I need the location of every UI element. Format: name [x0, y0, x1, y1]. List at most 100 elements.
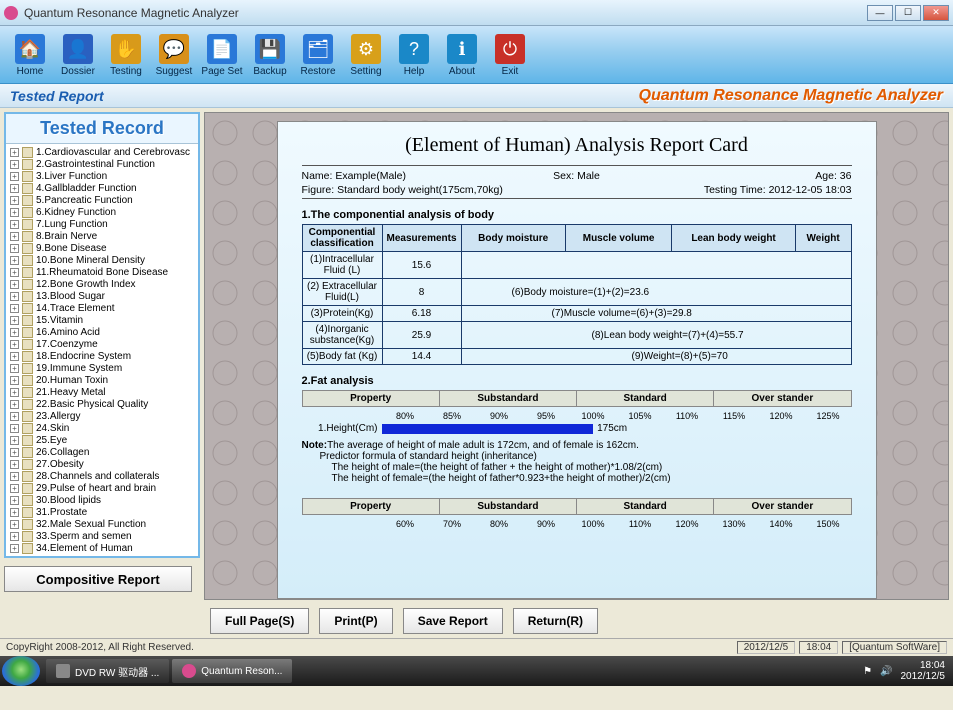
toolbar-backup-button[interactable]: 💾Backup: [246, 28, 294, 83]
toolbar-page set-button[interactable]: 📄Page Set: [198, 28, 246, 83]
file-icon: [22, 495, 33, 506]
file-icon: [22, 543, 33, 554]
restore-icon: 🗂: [303, 34, 333, 64]
expand-icon: +: [10, 232, 19, 241]
table-row: (5)Body fat (Kg)14.4(9)Weight=(8)+(5)=70: [302, 349, 851, 365]
file-icon: [22, 351, 33, 362]
expand-icon: +: [10, 256, 19, 265]
file-icon: [22, 267, 33, 278]
disc-icon: [56, 664, 70, 678]
expand-icon: +: [10, 160, 19, 169]
file-icon: [22, 363, 33, 374]
toolbar-dossier-button[interactable]: 👤Dossier: [54, 28, 102, 83]
toolbar-help-button[interactable]: ?Help: [390, 28, 438, 83]
meta-name: Name: Example(Male): [302, 170, 485, 182]
tree-item[interactable]: +31.Prostate: [10, 506, 194, 518]
suggest-icon: 💬: [159, 34, 189, 64]
file-icon: [22, 219, 33, 230]
expand-icon: +: [10, 148, 19, 157]
expand-icon: +: [10, 316, 19, 325]
tree-item[interactable]: +6.Kidney Function: [10, 206, 194, 218]
tree-item[interactable]: +17.Coenzyme: [10, 338, 194, 350]
tray-flag-icon: ⚑: [863, 666, 872, 677]
tree-item[interactable]: +26.Collagen: [10, 446, 194, 458]
expand-icon: +: [10, 520, 19, 529]
report-title: (Element of Human) Analysis Report Card: [302, 134, 852, 157]
tree-item[interactable]: +21.Heavy Metal: [10, 386, 194, 398]
toolbar-home-button[interactable]: 🏠Home: [6, 28, 54, 83]
file-icon: [22, 327, 33, 338]
return-button[interactable]: Return(R): [513, 608, 598, 634]
tree-item[interactable]: +14.Trace Element: [10, 302, 194, 314]
file-icon: [22, 231, 33, 242]
tree-item[interactable]: +28.Channels and collaterals: [10, 470, 194, 482]
tree-item[interactable]: +18.Endocrine System: [10, 350, 194, 362]
tree-item[interactable]: +10.Bone Mineral Density: [10, 254, 194, 266]
full-page-button[interactable]: Full Page(S): [210, 608, 309, 634]
tree-item[interactable]: +3.Liver Function: [10, 170, 194, 182]
tree-item[interactable]: +32.Male Sexual Function: [10, 518, 194, 530]
tree-item[interactable]: +13.Blood Sugar: [10, 290, 194, 302]
tree-item[interactable]: +34.Element of Human: [10, 542, 194, 554]
tree-item[interactable]: +23.Allergy: [10, 410, 194, 422]
close-button[interactable]: ✕: [923, 5, 949, 21]
start-button[interactable]: [2, 656, 40, 686]
tree-item[interactable]: +15.Vitamin: [10, 314, 194, 326]
tree-item[interactable]: +30.Blood lipids: [10, 494, 194, 506]
tree-item[interactable]: +25.Eye: [10, 434, 194, 446]
sidebar: Tested Record +1.Cardiovascular and Cere…: [4, 112, 200, 558]
toolbar-restore-button[interactable]: 🗂Restore: [294, 28, 342, 83]
app-icon: [182, 664, 196, 678]
tree-item[interactable]: +16.Amino Acid: [10, 326, 194, 338]
tree-item[interactable]: +12.Bone Growth Index: [10, 278, 194, 290]
expand-icon: +: [10, 328, 19, 337]
copyright-text: CopyRight 2008-2012, All Right Reserved.: [6, 642, 194, 653]
status-bar: CopyRight 2008-2012, All Right Reserved.…: [0, 638, 953, 656]
system-tray[interactable]: ⚑ 🔊 18:04 2012/12/5: [863, 660, 951, 682]
tree-item[interactable]: +1.Cardiovascular and Cerebrovasc: [10, 146, 194, 158]
expand-icon: +: [10, 208, 19, 217]
toolbar-testing-button[interactable]: ✋Testing: [102, 28, 150, 83]
tree-item[interactable]: +24.Skin: [10, 422, 194, 434]
toolbar-about-button[interactable]: ℹAbout: [438, 28, 486, 83]
taskbar-item[interactable]: Quantum Reson...: [172, 659, 292, 683]
window-title: Quantum Resonance Magnetic Analyzer: [24, 6, 867, 20]
tree-item[interactable]: +2.Gastrointestinal Function: [10, 158, 194, 170]
status-date: 2012/12/5: [737, 641, 796, 654]
toolbar-suggest-button[interactable]: 💬Suggest: [150, 28, 198, 83]
page-title: Tested Report: [10, 88, 104, 104]
tree-item[interactable]: +27.Obesity: [10, 458, 194, 470]
meta-time: Testing Time: 2012-12-05 18:03: [640, 184, 852, 196]
save-report-button[interactable]: Save Report: [403, 608, 503, 634]
print-button[interactable]: Print(P): [319, 608, 392, 634]
file-icon: [22, 447, 33, 458]
tree-item[interactable]: +4.Gallbladder Function: [10, 182, 194, 194]
meta-age: Age: 36: [668, 170, 851, 182]
scale-row-2: 60%70%80%90%100%110%120%130%140%150%: [302, 519, 852, 529]
tree-item[interactable]: +29.Pulse of heart and brain: [10, 482, 194, 494]
tree-item[interactable]: +22.Basic Physical Quality: [10, 398, 194, 410]
toolbar-exit-button[interactable]: ⏻Exit: [486, 28, 534, 83]
height-bar: [382, 424, 594, 434]
tree-item[interactable]: +7.Lung Function: [10, 218, 194, 230]
file-icon: [22, 375, 33, 386]
tree-item[interactable]: +11.Rheumatoid Bone Disease: [10, 266, 194, 278]
tree-item[interactable]: +9.Bone Disease: [10, 242, 194, 254]
record-tree[interactable]: +1.Cardiovascular and Cerebrovasc+2.Gast…: [6, 144, 198, 556]
expand-icon: +: [10, 280, 19, 289]
file-icon: [22, 507, 33, 518]
maximize-button[interactable]: ☐: [895, 5, 921, 21]
tree-item[interactable]: +19.Immune System: [10, 362, 194, 374]
tree-item[interactable]: +20.Human Toxin: [10, 374, 194, 386]
taskbar-item[interactable]: DVD RW 驱动器 ...: [46, 659, 169, 683]
compositive-report-button[interactable]: Compositive Report: [4, 566, 192, 592]
tree-item[interactable]: +5.Pancreatic Function: [10, 194, 194, 206]
testing-icon: ✋: [111, 34, 141, 64]
tree-item[interactable]: +8.Brain Nerve: [10, 230, 194, 242]
tree-item[interactable]: +33.Sperm and semen: [10, 530, 194, 542]
expand-icon: +: [10, 496, 19, 505]
file-icon: [22, 531, 33, 542]
minimize-button[interactable]: —: [867, 5, 893, 21]
file-icon: [22, 183, 33, 194]
toolbar-setting-button[interactable]: ⚙Setting: [342, 28, 390, 83]
